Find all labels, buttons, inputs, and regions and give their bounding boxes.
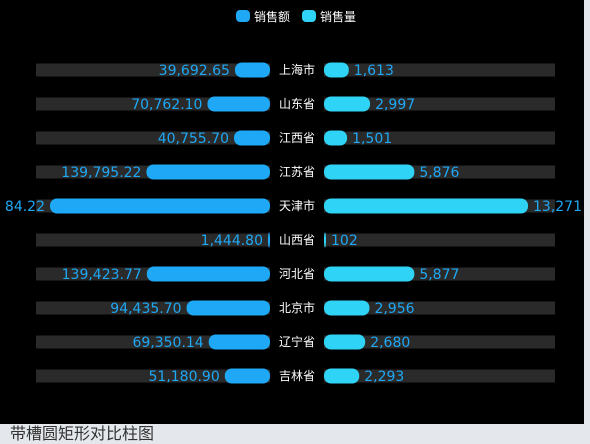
left-slot <box>36 63 270 77</box>
right-slot <box>324 335 555 349</box>
sales-amount-label: 51,180.90 <box>149 369 220 385</box>
sales-amount-bar <box>234 62 270 78</box>
category-label: 上海市 <box>279 62 315 77</box>
chart-caption: 带槽圆矩形对比柱图 <box>10 424 155 443</box>
category-label: 吉林省 <box>279 369 315 383</box>
sales-volume-label: 5,876 <box>419 165 459 181</box>
sales-amount-label: 139,795.22 <box>61 165 141 181</box>
sales-amount-label: 94,435.70 <box>110 301 181 317</box>
sales-amount-bar <box>146 266 270 282</box>
category-label: 山东省 <box>279 97 315 111</box>
category-label: 江苏省 <box>279 165 315 179</box>
sales-volume-bar <box>324 130 348 146</box>
legend-label-1: 销售量 <box>320 9 356 24</box>
sales-volume-bar <box>324 62 349 78</box>
sales-volume-bar <box>324 300 370 316</box>
category-label: 山西省 <box>279 233 315 247</box>
sales-amount-label: 139,423.77 <box>62 267 142 283</box>
sales-amount-bar <box>50 198 270 214</box>
sales-volume-bar <box>324 164 415 180</box>
sales-volume-label: 13,271 <box>533 199 582 215</box>
sales-volume-label: 1,613 <box>354 63 394 79</box>
category-label: 北京市 <box>279 300 315 315</box>
legend-swatch-0 <box>236 10 250 22</box>
sales-amount-bar <box>224 368 270 384</box>
left-slot <box>36 369 270 383</box>
category-label: 天津市 <box>279 198 315 213</box>
sales-volume-label: 2,680 <box>370 335 410 351</box>
chart-panel: 销售额 销售量 39,692.65 1,613 上海市 70,762.10 2,997 山东省… <box>0 0 584 424</box>
right-slot <box>324 301 555 315</box>
sales-amount-bar <box>268 232 270 248</box>
sales-volume-bar <box>324 368 360 384</box>
sales-volume-bar <box>324 198 528 214</box>
sales-volume-label: 102 <box>331 233 358 249</box>
right-slot <box>324 63 555 77</box>
sales-amount-label: 1,444.80 <box>201 233 263 249</box>
legend-label-0: 销售额 <box>254 9 290 24</box>
sales-amount-bar <box>207 96 270 112</box>
sales-amount-bar <box>146 164 270 180</box>
sales-volume-bar <box>324 334 366 350</box>
sales-volume-label: 5,877 <box>419 267 459 283</box>
sales-volume-bar <box>324 266 415 282</box>
sales-amount-label: 84.22 <box>5 199 45 215</box>
sales-volume-label: 1,501 <box>352 131 392 147</box>
category-label: 辽宁省 <box>279 334 315 349</box>
category-label: 河北省 <box>279 267 315 281</box>
category-label: 江西省 <box>279 131 315 145</box>
right-slot <box>324 97 555 111</box>
sales-volume-label: 2,293 <box>364 369 404 385</box>
left-slot <box>36 233 270 247</box>
sales-amount-bar <box>208 334 270 350</box>
legend-swatch-1 <box>302 10 316 22</box>
right-slot <box>324 233 555 247</box>
right-slot <box>324 369 555 383</box>
sales-volume-bar <box>324 232 326 248</box>
sales-volume-label: 2,956 <box>374 301 414 317</box>
sales-volume-bar <box>324 96 371 112</box>
left-slot <box>36 131 270 145</box>
sales-amount-label: 40,755.70 <box>158 131 229 147</box>
sales-amount-label: 39,692.65 <box>159 63 230 79</box>
sales-amount-bar <box>233 130 270 146</box>
right-slot <box>324 131 555 145</box>
sales-amount-label: 70,762.10 <box>131 97 202 113</box>
sales-volume-label: 2,997 <box>375 97 415 113</box>
mirrored-bar-chart: 销售额 销售量 39,692.65 1,613 上海市 70,762.10 2,997 山东省… <box>5 9 582 385</box>
sales-amount-bar <box>186 300 270 316</box>
sales-amount-label: 69,350.14 <box>132 335 203 351</box>
